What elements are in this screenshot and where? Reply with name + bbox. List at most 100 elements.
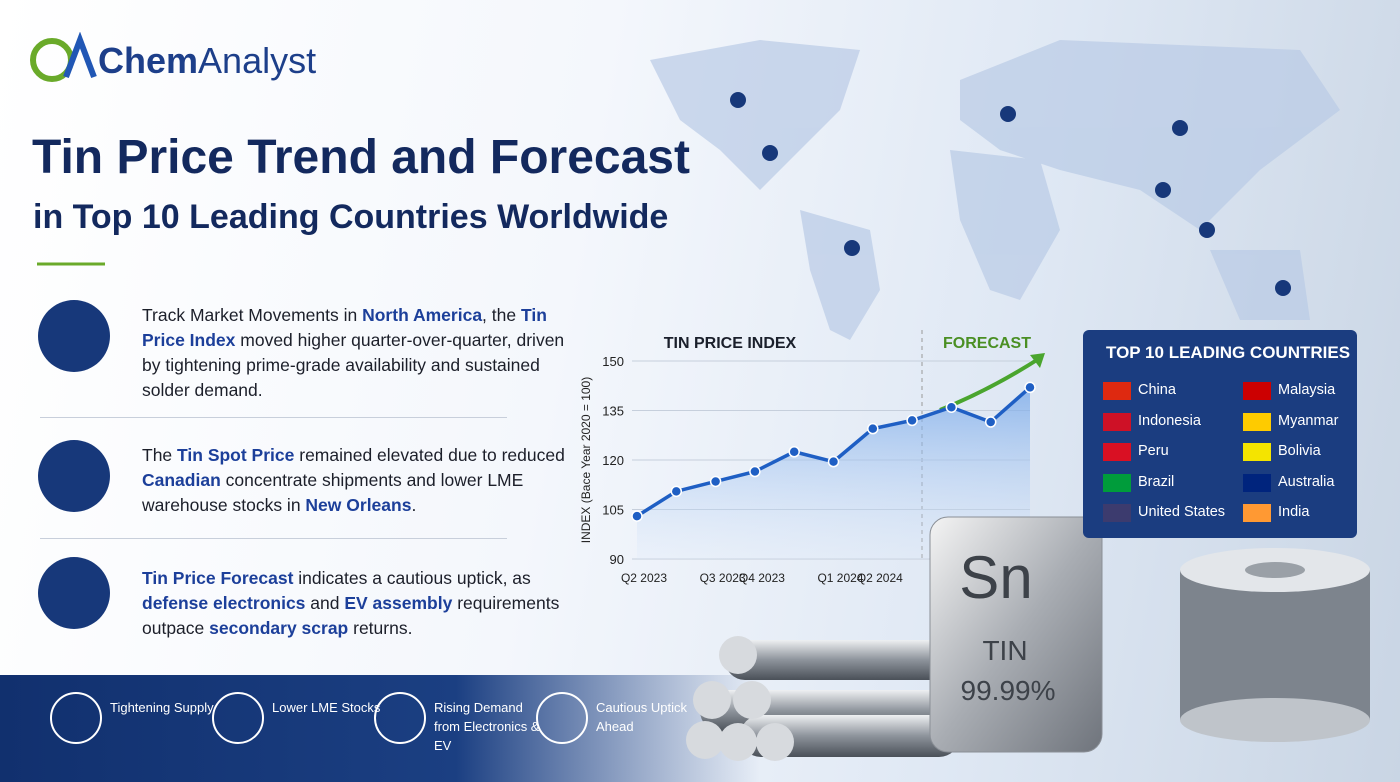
point <box>788 446 800 458</box>
y-tick-label: 150 <box>602 354 624 369</box>
ingot-symbol: Sn <box>959 544 1032 611</box>
highlight-text: defense electronics <box>142 593 306 613</box>
tin-ingot <box>929 516 1103 753</box>
point <box>867 422 879 435</box>
title: Tin Price Trend and Forecast <box>32 131 690 184</box>
footer-icon <box>536 692 588 744</box>
country-name: Myanmar <box>1278 412 1339 429</box>
bullet-icon <box>38 440 110 512</box>
flag <box>1103 443 1131 461</box>
text-run: concentrate shipments and lower LME ware… <box>142 470 524 515</box>
forecast-label: FORECAST <box>943 335 1031 352</box>
countries-panel: TOP 10 LEADING COUNTRIES China Malaysia In… <box>1083 330 1357 538</box>
world-map <box>650 40 1340 340</box>
text-run: The <box>142 445 178 465</box>
bullet-text: The Tin Spot Price remained elevated due… <box>142 443 577 518</box>
point <box>631 510 643 522</box>
separator <box>40 417 507 418</box>
chart-title: TIN PRICE INDEX <box>664 335 797 352</box>
highlight-text: North America <box>362 305 483 325</box>
country-name: Malaysia <box>1278 382 1336 398</box>
text-run: remained elevated due to reduced <box>294 445 565 465</box>
line-chart: TIN PRICE INDEX FORECAST INDEX (Bace Year … <box>579 335 1036 585</box>
logo-part1: Chem <box>98 40 199 81</box>
y-axis-label: INDEX (Bace Year 2020 = 100) <box>579 377 593 543</box>
tin-rods <box>686 636 960 761</box>
text-run: moved higher quarter-over-quarter, drive… <box>142 330 565 400</box>
y-tick-label: 90 <box>610 552 624 567</box>
text-run: Track Market Movements in <box>142 305 363 325</box>
x-tick-label: Q4 2023 <box>739 571 785 585</box>
highlight-text: Tin Price Forecast <box>142 568 294 588</box>
y-tick-label: 105 <box>602 503 624 518</box>
footer-text: Lower LME Stocks <box>272 700 381 715</box>
highlight-text: New Orleans <box>305 495 412 515</box>
bullet-text: Track Market Movements in North America,… <box>142 303 577 403</box>
forecast-arrowhead <box>1030 353 1045 368</box>
x-tick-label: Q3 2023 <box>700 571 746 585</box>
flag <box>1243 473 1271 492</box>
logo-icon <box>30 32 97 82</box>
countries-title: TOP 10 LEADING COUNTRIES <box>1106 343 1351 362</box>
point <box>906 414 918 427</box>
point <box>709 475 722 488</box>
ingot-name: TIN <box>982 635 1027 666</box>
point <box>945 401 958 413</box>
text-run: . <box>411 495 417 515</box>
point <box>1024 381 1036 394</box>
text-run: requirements outpace <box>142 593 560 638</box>
point <box>749 465 761 478</box>
point <box>984 416 997 428</box>
highlight-text: Tin Price Index <box>142 305 547 350</box>
bullet-icon <box>38 300 110 372</box>
area <box>637 387 1030 559</box>
y-tick-label: 120 <box>602 453 624 468</box>
flag <box>1103 473 1131 492</box>
flag <box>1243 443 1271 461</box>
text-run: indicates a cautious uptick, as <box>293 568 531 588</box>
solder-spool <box>1180 548 1370 742</box>
footer-icon <box>50 692 102 744</box>
country-name: Indonesia <box>1138 412 1201 429</box>
footer-icon <box>374 692 426 744</box>
point <box>827 455 840 468</box>
text-run: returns. <box>348 618 413 638</box>
text-run: , the <box>482 305 521 325</box>
footer-text: Tightening Supply <box>110 700 214 715</box>
point <box>670 485 683 498</box>
subtitle: in Top 10 Leading Countries Worldwide <box>33 198 669 236</box>
footer-text: Cautious Uptick Ahead <box>596 700 688 734</box>
flag <box>1103 412 1131 431</box>
map-pins <box>730 92 1291 296</box>
footer-icon <box>212 692 264 744</box>
flag <box>1243 412 1271 431</box>
flag <box>1243 382 1271 400</box>
highlight-text: Tin Spot Price <box>177 445 295 465</box>
x-tick-label: Q2 2023 <box>621 571 667 585</box>
flag <box>1103 504 1131 522</box>
country-name: China <box>1138 382 1176 398</box>
x-tick-label: Q2 2024 <box>857 571 903 585</box>
text-run: and <box>305 593 345 613</box>
country-name: Bolivia <box>1278 443 1321 459</box>
highlight-text: secondary scrap <box>209 618 349 638</box>
y-tick-label: 135 <box>602 404 624 419</box>
country-name: Peru <box>1138 443 1169 459</box>
country-name: Brazil <box>1138 473 1175 490</box>
country-name: India <box>1278 504 1310 520</box>
country-name: Australia <box>1278 473 1335 490</box>
bullet-text: Tin Price Forecast indicates a cautious … <box>142 566 577 641</box>
separator <box>40 538 507 539</box>
footer-text: Rising Demand from Electronics & EV <box>434 700 540 753</box>
country-name: United States <box>1138 504 1226 520</box>
x-tick-label: Q1 2024 <box>817 571 863 585</box>
flag <box>1243 504 1271 522</box>
bullet-icon <box>38 557 110 629</box>
highlight-text: Canadian <box>142 470 221 490</box>
logo-part2: Analyst <box>198 40 317 81</box>
ingot-purity: 99.99% <box>961 675 1056 706</box>
highlight-text: EV assembly <box>344 593 453 613</box>
flag <box>1103 382 1131 400</box>
